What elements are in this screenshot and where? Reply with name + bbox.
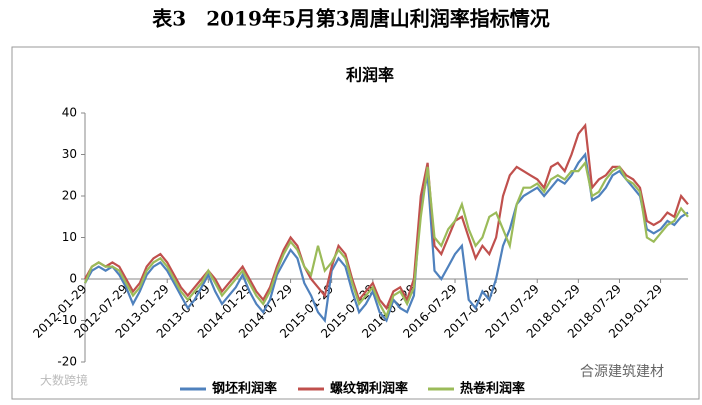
- watermark: 合源建筑建材: [580, 364, 664, 380]
- legend-label: 螺纹钢利润率: [330, 381, 408, 397]
- watermark: 大数跨境: [40, 373, 88, 388]
- y-tick-label: 10: [62, 230, 77, 244]
- series-line: [84, 122, 689, 311]
- series-line: [83, 160, 689, 320]
- y-tick-label: 20: [62, 189, 77, 203]
- page-title: 表3 2019年5月第3周唐山利润率指标情况: [152, 7, 549, 31]
- y-tick-label: 40: [62, 106, 77, 120]
- legend-label: 钢坯利润率: [212, 381, 277, 397]
- y-tick-label: -10: [57, 313, 77, 327]
- y-tick-label: -20: [57, 355, 77, 369]
- y-tick-label: 30: [62, 147, 77, 161]
- legend-label: 热卷利润率: [460, 381, 525, 397]
- chart-frame: [11, 46, 700, 400]
- chart-title: 利润率: [346, 66, 394, 85]
- y-tick-label: 0: [69, 272, 77, 286]
